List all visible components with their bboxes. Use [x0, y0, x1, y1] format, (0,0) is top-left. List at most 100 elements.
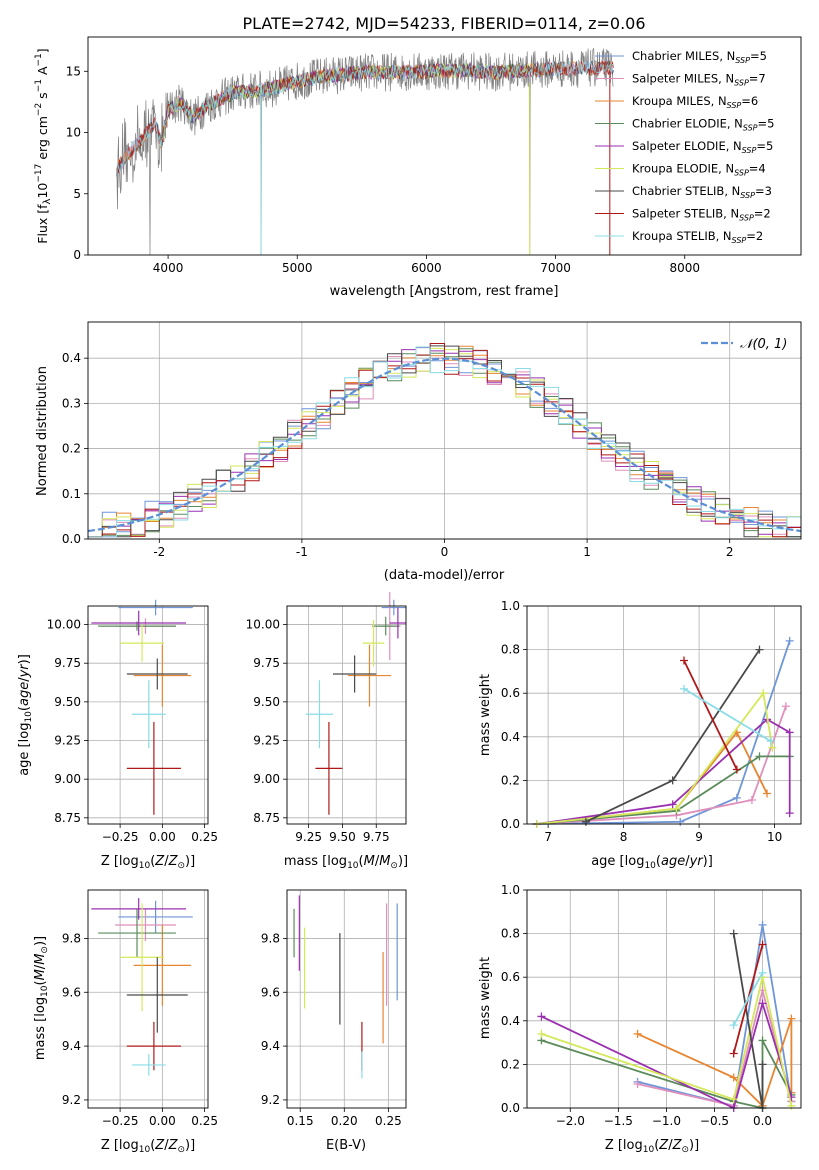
mass-weight-line	[536, 690, 774, 825]
x-tick-label: 0.15	[287, 1114, 314, 1128]
mass-weight-marker	[668, 776, 677, 785]
x-tick-label: 0.0	[753, 1114, 772, 1128]
mass-weight-vs-metallicity-plot: −2.0 −1.5 −1.0 −0.5 0.0 0.0 0.2 0.4 0.6 0.8 1.0	[501, 883, 802, 1128]
mass-weight-marker	[537, 1029, 546, 1038]
mass-weight-marker	[785, 728, 794, 737]
gaussian-curve	[87, 357, 802, 533]
y-tick-label: 9.2	[62, 1093, 81, 1107]
y-tick-label: 5	[73, 187, 81, 201]
mass-weight-marker	[758, 1060, 767, 1069]
mass-weight-marker	[633, 1029, 642, 1038]
y-tick-label: 0.6	[501, 686, 520, 700]
mass-weight-marker	[755, 645, 764, 654]
x-tick-label: 5000	[282, 261, 313, 275]
y-tick-label: 0.2	[501, 1057, 520, 1071]
legend-label: Kroupa MILES, NSSP=6	[632, 94, 758, 110]
mass-weight-marker	[785, 809, 794, 818]
mass-z-xlabel: Z [log10(Z/Z⊙)]	[101, 1138, 195, 1155]
y-tick-label: 9.25	[54, 734, 81, 748]
x-tick-label: 7	[544, 830, 552, 844]
y-tick-label: 0	[73, 248, 81, 262]
x-tick-label: 6000	[411, 261, 442, 275]
y-tick-label: 0.8	[501, 643, 520, 657]
mass-vs-metallicity-plot: −0.25 0.00 0.25 9.2 9.4 9.6 9.8	[62, 889, 218, 1128]
mass-weight-marker	[680, 656, 689, 665]
y-tick-label: 9.25	[253, 734, 280, 748]
mass-weight-marker	[758, 940, 767, 949]
y-tick-label: 0.2	[501, 773, 520, 787]
residual-xlabel: (data-model)/error	[384, 568, 505, 583]
x-tick-label: -1	[296, 545, 308, 559]
legend-label: Kroupa ELODIE, NSSP=4	[632, 162, 766, 178]
y-tick-label: 0.2	[62, 442, 81, 456]
y-tick-label: 8.75	[253, 811, 280, 825]
legend-label: Salpeter MILES, NSSP=7	[632, 72, 766, 88]
x-tick-label: 10	[767, 830, 782, 844]
mass-weight-marker	[766, 737, 775, 746]
mass-weight-marker	[732, 765, 741, 774]
spectrum-title: PLATE=2742, MJD=54233, FIBERID=0114, z=0…	[242, 14, 645, 33]
y-tick-label: 9.50	[54, 695, 81, 709]
mass-weight-marker	[732, 793, 741, 802]
y-tick-label: 1.0	[501, 599, 520, 613]
y-tick-label: 9.8	[261, 931, 280, 945]
mass-weight-marker	[758, 968, 767, 977]
x-tick-label: 2	[726, 545, 734, 559]
legend-label: Chabrier MILES, NSSP=5	[632, 49, 767, 65]
observed-spectrum-line	[116, 48, 614, 256]
y-tick-label: 0.3	[62, 396, 81, 410]
mass-weight-line	[536, 705, 787, 825]
legend-label: Salpeter STELIB, NSSP=2	[632, 207, 771, 223]
residual-histogram-plot: -2 -1 0 1 2 0.0 0.1 0.2 0.3 0.4	[62, 321, 802, 559]
y-tick-label: 9.00	[54, 772, 81, 786]
y-tick-label: 0.0	[62, 532, 81, 546]
mass-weight-marker	[668, 800, 677, 809]
age-z-xlabel: Z [log10(Z/Z⊙)]	[101, 854, 195, 871]
y-tick-label: 0.0	[501, 817, 520, 831]
axes-frame	[526, 605, 802, 825]
axes-frame	[87, 36, 802, 256]
mass-weight-line	[536, 718, 791, 825]
mass-weight-marker	[785, 636, 794, 645]
mass-weight-marker	[672, 804, 681, 813]
axes-frame	[87, 321, 802, 540]
y-tick-label: 10	[66, 126, 81, 140]
y-tick-label: 15	[66, 64, 81, 78]
x-tick-label: −1.0	[652, 1114, 681, 1128]
y-tick-label: 9.6	[261, 985, 280, 999]
axes-frame	[87, 889, 209, 1109]
mass-weight-line	[541, 976, 793, 1106]
age-vs-metallicity-plot: −0.25 0.00 0.25 8.75 9.00 9.25 9.50 9.75 10.00	[47, 599, 218, 844]
y-tick-label: 8.75	[54, 811, 81, 825]
y-tick-label: 9.4	[62, 1039, 81, 1053]
y-tick-label: 0.6	[501, 970, 520, 984]
spectrum-plot: 4000 5000 6000 7000 8000 0 5 10 15	[66, 36, 802, 275]
legend-label: Kroupa STELIB, NSSP=2	[632, 229, 763, 245]
x-tick-label: 0	[441, 545, 449, 559]
mass-weight-marker	[758, 920, 767, 929]
age-ylabel: age [log10(age/yr)]	[17, 654, 34, 776]
model-spectrum-line	[116, 60, 614, 177]
mass-weight-line	[536, 730, 768, 825]
y-tick-label: 9.75	[54, 656, 81, 670]
mass-weight-line	[541, 1000, 793, 1110]
y-tick-label: 9.8	[62, 931, 81, 945]
axes-frame	[526, 889, 802, 1109]
axes-frame	[87, 605, 209, 825]
mass-weight-marker	[781, 702, 790, 711]
x-tick-label: 8	[620, 830, 628, 844]
mass-weight-marker	[676, 817, 685, 826]
y-tick-label: 1.0	[501, 883, 520, 897]
mass-weight-line	[683, 660, 738, 770]
ebv-xlabel: E(B-V)	[326, 1138, 366, 1153]
gaussian-legend: 𝒩(0, 1)	[701, 337, 787, 352]
mw-z-ylabel: mass weight	[478, 957, 493, 1039]
x-tick-label: 9.75	[363, 830, 390, 844]
mass-weight-marker	[755, 752, 764, 761]
mass-weight-vs-age-plot: 7 8 9 10 0.0 0.2 0.4 0.6 0.8 1.0	[501, 599, 802, 844]
residual-ylabel: Normed distribution	[35, 366, 50, 496]
y-tick-label: 10.00	[246, 618, 280, 632]
mass-weight-marker	[537, 1012, 546, 1021]
x-tick-label: 9.25	[295, 830, 322, 844]
